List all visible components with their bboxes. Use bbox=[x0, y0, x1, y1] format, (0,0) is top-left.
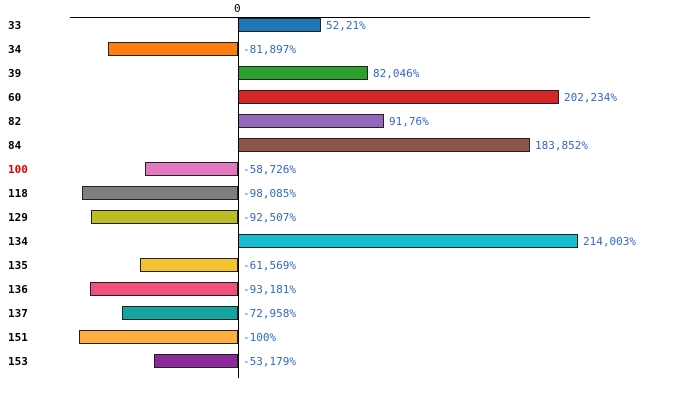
category-label-151: 151 bbox=[8, 331, 28, 344]
bar-136 bbox=[90, 282, 238, 296]
zero-axis-line bbox=[238, 17, 239, 378]
value-label-82: 91,76% bbox=[389, 115, 429, 128]
bar-34 bbox=[108, 42, 238, 56]
bar-134 bbox=[238, 234, 578, 248]
category-label-34: 34 bbox=[8, 43, 22, 56]
top-axis-line bbox=[70, 17, 590, 18]
zero-tick-label: 0 bbox=[234, 2, 241, 15]
category-label-39: 39 bbox=[8, 67, 22, 80]
value-label-136: -93,181% bbox=[243, 283, 296, 296]
category-label-135: 135 bbox=[8, 259, 28, 272]
value-label-33: 52,21% bbox=[326, 19, 366, 32]
value-label-151: -100% bbox=[243, 331, 277, 344]
value-label-60: 202,234% bbox=[564, 91, 617, 104]
value-label-129: -92,507% bbox=[243, 211, 296, 224]
value-label-84: 183,852% bbox=[535, 139, 588, 152]
bar-82 bbox=[238, 114, 384, 128]
category-label-118: 118 bbox=[8, 187, 28, 200]
value-label-137: -72,958% bbox=[243, 307, 296, 320]
bar-153 bbox=[154, 354, 238, 368]
category-label-100: 100 bbox=[8, 163, 28, 176]
value-label-153: -53,179% bbox=[243, 355, 296, 368]
category-label-33: 33 bbox=[8, 19, 22, 32]
bar-60 bbox=[238, 90, 559, 104]
bar-129 bbox=[91, 210, 238, 224]
value-label-39: 82,046% bbox=[373, 67, 420, 80]
category-label-129: 129 bbox=[8, 211, 28, 224]
value-label-34: -81,897% bbox=[243, 43, 296, 56]
bar-135 bbox=[140, 258, 238, 272]
bar-151 bbox=[79, 330, 238, 344]
bar-33 bbox=[238, 18, 321, 32]
value-label-135: -61,569% bbox=[243, 259, 296, 272]
bar-39 bbox=[238, 66, 368, 80]
value-label-118: -98,085% bbox=[243, 187, 296, 200]
category-label-82: 82 bbox=[8, 115, 22, 128]
category-label-84: 84 bbox=[8, 139, 22, 152]
category-label-60: 60 bbox=[8, 91, 22, 104]
category-label-153: 153 bbox=[8, 355, 28, 368]
bar-137 bbox=[122, 306, 238, 320]
bar-84 bbox=[238, 138, 530, 152]
bar-100 bbox=[145, 162, 238, 176]
bar-118 bbox=[82, 186, 238, 200]
category-label-134: 134 bbox=[8, 235, 28, 248]
category-label-137: 137 bbox=[8, 307, 28, 320]
value-label-100: -58,726% bbox=[243, 163, 296, 176]
category-label-136: 136 bbox=[8, 283, 28, 296]
value-label-134: 214,003% bbox=[583, 235, 636, 248]
